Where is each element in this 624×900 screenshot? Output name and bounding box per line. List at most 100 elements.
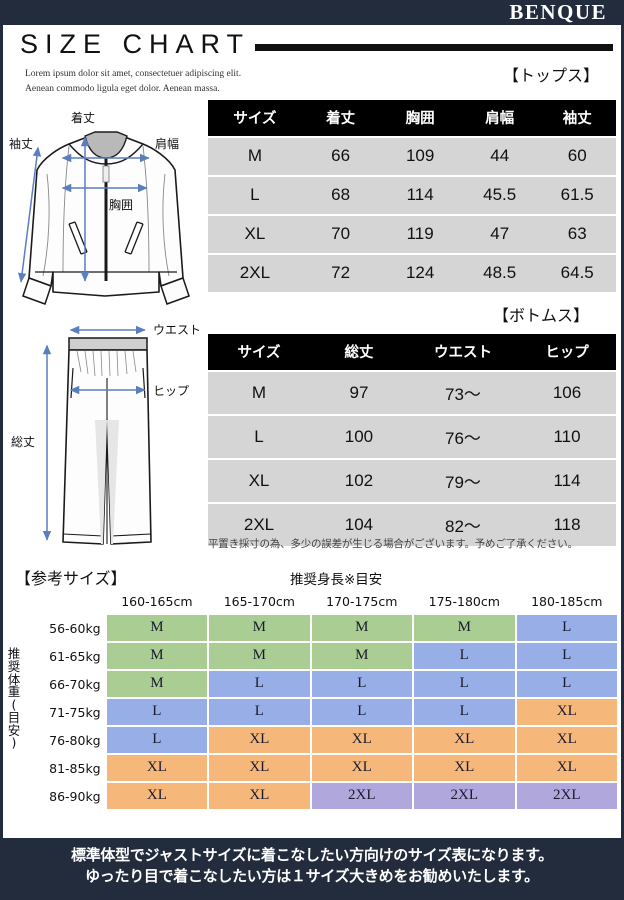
- measurement-note: 平置き採寸の為、多少の誤差が生じる場合がございます。予めご了承ください。: [208, 538, 578, 550]
- table-cell: 44: [460, 136, 539, 176]
- column-header: 胸囲: [379, 100, 461, 137]
- reference-cell: M: [106, 671, 208, 697]
- reference-row: 66-70kg M L L L L: [25, 671, 617, 697]
- reference-vertical-label: 推奨体重(目安): [5, 646, 23, 751]
- reference-cell: L: [209, 699, 310, 725]
- reference-cell: XL: [209, 755, 310, 781]
- column-header: 袖丈: [538, 100, 616, 137]
- weight-row-label: 56-60kg: [25, 615, 105, 641]
- table-cell: 68: [301, 175, 380, 215]
- weight-row-label: 76-80kg: [25, 727, 105, 753]
- vertical-label-char: 推: [7, 646, 21, 661]
- table-cell: 124: [379, 253, 461, 292]
- weight-row-label: 61-65kg: [25, 643, 105, 669]
- reference-cell: 2XL: [414, 783, 515, 809]
- reference-cell: L: [209, 671, 310, 697]
- reference-cell: M: [414, 615, 515, 641]
- reference-header-row: 160-165cm 165-170cm 170-175cm 175-180cm 180-…: [25, 592, 617, 613]
- banner-line-1: 標準体型でジャストサイズに着こなしたい方向けのサイズ表になります。: [71, 845, 553, 864]
- table-row: 2XL 104 82〜 118: [208, 502, 616, 546]
- reference-cell: L: [414, 699, 515, 725]
- banner-line-2: ゆったり目で着こなしたい方は１サイズ大きめをお勧めいたします。: [85, 867, 539, 886]
- table-cell: 47: [460, 214, 539, 254]
- column-header: 着丈: [301, 100, 380, 137]
- table-cell: 79〜: [407, 458, 519, 503]
- table-row: XL 70 119 47 63: [208, 214, 616, 254]
- reference-cell: L: [414, 671, 515, 697]
- table-cell: 110: [518, 414, 616, 459]
- table-cell: 114: [379, 175, 461, 215]
- reference-corner-cell: [25, 592, 105, 613]
- weight-row-label: 81-85kg: [25, 755, 105, 781]
- reference-cell: M: [209, 615, 310, 641]
- reference-cell: XL: [209, 727, 310, 753]
- table-cell: 106: [518, 370, 616, 415]
- reference-row: 86-90kg XL XL 2XL 2XL 2XL: [25, 783, 617, 809]
- table-cell: 73〜: [407, 370, 519, 415]
- reference-cell: XL: [516, 727, 617, 753]
- column-header: 総丈: [310, 334, 408, 371]
- reference-cell: XL: [414, 727, 515, 753]
- tops-body: M 66 109 44 60 L 68 114 45.5 61.5 XL 70 119 47 63 2XL 72…: [208, 136, 616, 292]
- height-column-header: 180-185cm: [516, 592, 617, 613]
- reference-cell: L: [311, 699, 413, 725]
- reference-cell: L: [414, 643, 515, 669]
- column-header: ウエスト: [407, 334, 519, 371]
- vertical-label-char: (: [11, 697, 17, 712]
- jacket-label-chest: 胸囲: [109, 197, 133, 212]
- table-cell: M: [208, 370, 310, 415]
- table-cell: 119: [379, 214, 461, 254]
- table-cell: 104: [310, 502, 408, 546]
- reference-cell: L: [311, 671, 413, 697]
- bottoms-size-table: サイズ 総丈 ウエスト ヒップ M 97 73〜 106 L 100 76〜 110 XL 102 79〜…: [208, 334, 616, 546]
- reference-row: 56-60kg M M M M L: [25, 615, 617, 641]
- height-column-header: 160-165cm: [106, 592, 208, 613]
- pants-label-hip: ヒップ: [153, 384, 189, 398]
- reference-cell: XL: [209, 783, 310, 809]
- vertical-label-char: 奨: [7, 658, 21, 674]
- table-cell: 118: [518, 502, 616, 546]
- page-title: SIZE CHART: [20, 29, 251, 59]
- table-cell: 45.5: [460, 175, 539, 215]
- weight-row-label: 71-75kg: [25, 699, 105, 725]
- table-row: M 97 73〜 106: [208, 370, 616, 415]
- header-rule: [255, 44, 613, 51]
- tops-section-label: 【トップス】: [503, 66, 600, 85]
- vertical-label-char: 体: [7, 671, 21, 687]
- table-row: L 68 114 45.5 61.5: [208, 175, 616, 215]
- reference-cell: XL: [106, 783, 208, 809]
- reference-body: 56-60kg M M M M L 61-65kg M M M L L 66-70kg M L L L L 71-7…: [25, 615, 617, 809]
- table-cell: 82〜: [407, 502, 519, 546]
- table-cell: 61.5: [538, 175, 616, 215]
- reference-cell: L: [106, 699, 208, 725]
- table-cell: 100: [310, 414, 408, 459]
- reference-row: 61-65kg M M M L L: [25, 643, 617, 669]
- reference-cell: 2XL: [516, 783, 617, 809]
- bottoms-section-label: 【ボトムス】: [493, 306, 590, 325]
- reference-row: 71-75kg L L L L XL: [25, 699, 617, 725]
- table-cell: 66: [301, 136, 380, 176]
- pants-label-waist: ウエスト: [153, 323, 201, 337]
- table-cell: 48.5: [460, 253, 539, 292]
- table-cell: XL: [208, 214, 302, 254]
- column-header: サイズ: [208, 334, 310, 371]
- reference-row: 81-85kg XL XL XL XL XL: [25, 755, 617, 781]
- reference-size-table: 160-165cm 165-170cm 170-175cm 175-180cm 180-…: [23, 590, 619, 811]
- bottoms-header-row: サイズ 総丈 ウエスト ヒップ: [208, 334, 616, 371]
- jacket-label-length: 着丈: [71, 110, 95, 125]
- vertical-label-char: ): [11, 735, 17, 751]
- reference-cell: M: [106, 643, 208, 669]
- table-cell: 76〜: [407, 414, 519, 459]
- height-column-header: 170-175cm: [311, 592, 413, 613]
- table-row: L 100 76〜 110: [208, 414, 616, 459]
- height-column-header: 165-170cm: [209, 592, 310, 613]
- tops-header-row: サイズ 着丈 胸囲 肩幅 袖丈: [208, 100, 616, 137]
- reference-cell: XL: [311, 755, 413, 781]
- table-row: 2XL 72 124 48.5 64.5: [208, 253, 616, 292]
- weight-row-label: 86-90kg: [25, 783, 105, 809]
- jacket-diagram: 着丈 肩幅 胸囲 袖丈: [9, 110, 190, 305]
- brand-bar: BENQUE: [3, 0, 621, 25]
- reference-cell: XL: [516, 755, 617, 781]
- jacket-label-sleeve: 袖丈: [9, 136, 33, 151]
